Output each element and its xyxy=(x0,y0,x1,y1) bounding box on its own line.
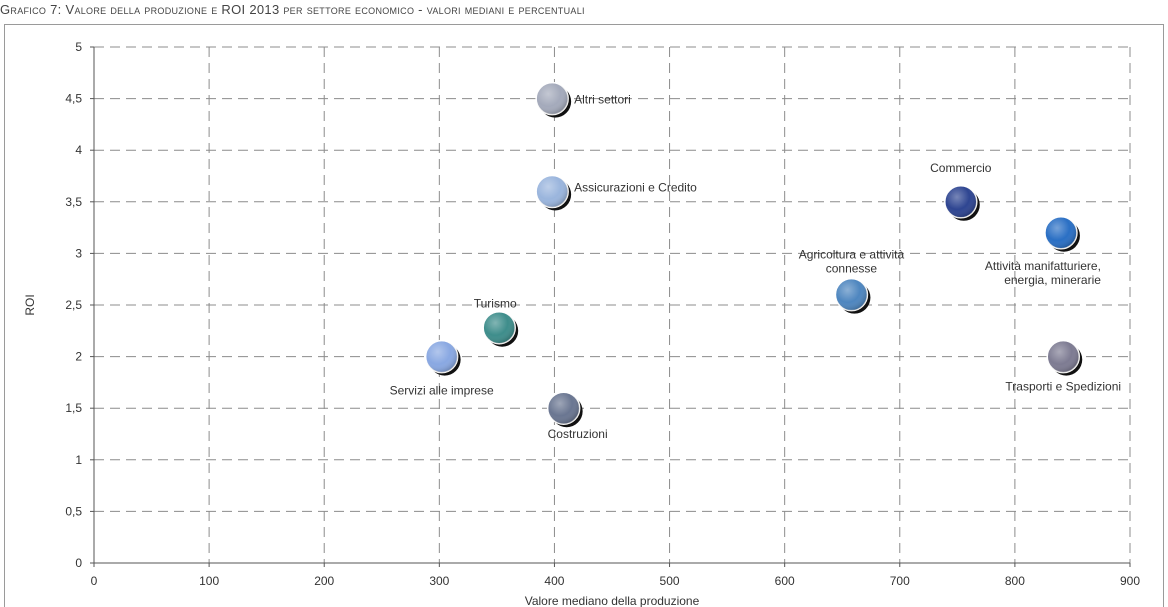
point-label-line: Costruzioni xyxy=(548,427,608,441)
y-tick-label: 2 xyxy=(75,350,82,364)
point-label: Turismo xyxy=(474,297,517,311)
point-label: Trasporti e Spedizioni xyxy=(1005,380,1121,394)
y-tick-label: 5 xyxy=(75,40,82,54)
point-label: Assicurazioni e Credito xyxy=(574,180,697,194)
x-axis-label: Valore mediano della produzione xyxy=(525,594,700,607)
data-point[interactable] xyxy=(546,391,583,428)
y-tick-label: 0 xyxy=(75,556,82,570)
point-highlight xyxy=(547,392,580,425)
y-tick-label: 1,5 xyxy=(65,401,82,415)
data-point[interactable] xyxy=(482,310,519,347)
chart-frame xyxy=(4,24,1164,607)
x-tick-label: 800 xyxy=(1005,574,1025,588)
point-highlight xyxy=(1047,340,1080,373)
point-label-line: Attività manifatturiere, xyxy=(985,259,1101,273)
axes xyxy=(90,46,1131,567)
x-tick-label: 700 xyxy=(890,574,910,588)
point-label-line: Altri settori xyxy=(574,93,631,107)
data-point[interactable] xyxy=(535,174,572,211)
y-tick-label: 4 xyxy=(75,143,82,157)
grid-lines xyxy=(94,46,1131,563)
point-labels: Altri settori Assicurazioni e Credito Comm… xyxy=(390,93,1121,442)
x-tick-label: 100 xyxy=(199,574,219,588)
x-tick-label: 300 xyxy=(429,574,449,588)
point-label-line: Assicurazioni e Credito xyxy=(574,180,697,194)
y-tick-label: 3,5 xyxy=(65,195,82,209)
y-tick-label: 0,5 xyxy=(65,504,82,518)
point-highlight xyxy=(536,82,569,115)
data-point[interactable] xyxy=(944,185,980,221)
point-highlight xyxy=(835,278,868,311)
point-label: Altri settori xyxy=(574,93,631,107)
point-label-line: connesse xyxy=(826,262,878,276)
data-point[interactable] xyxy=(535,81,572,118)
point-label-line: Agricoltura e attività xyxy=(799,248,905,262)
tick-labels: 0 0,5 1 1,5 2 2,5 3 3,5 4 4,5 5 0 100 200 300 400 500 600… xyxy=(65,40,1140,588)
x-tick-label: 500 xyxy=(660,574,680,588)
point-label: Attività manifatturiere, energia, minerar… xyxy=(985,259,1101,287)
point-label: Servizi alle imprese xyxy=(390,384,494,398)
x-tick-label: 900 xyxy=(1120,574,1140,588)
point-label-line: Turismo xyxy=(474,297,517,311)
x-tick-label: 400 xyxy=(544,574,564,588)
x-tick-label: 0 xyxy=(91,574,98,588)
point-highlight xyxy=(1044,216,1077,249)
data-point[interactable] xyxy=(1044,216,1080,252)
y-tick-label: 3 xyxy=(75,246,82,260)
point-label: Commercio xyxy=(930,161,992,175)
x-tick-label: 200 xyxy=(314,574,334,588)
data-point[interactable] xyxy=(1046,339,1083,376)
point-label: Costruzioni xyxy=(548,427,608,441)
point-highlight xyxy=(483,311,516,344)
data-point[interactable] xyxy=(424,339,461,376)
point-label-line: Commercio xyxy=(930,161,992,175)
point-highlight xyxy=(425,340,458,373)
y-tick-label: 2,5 xyxy=(65,298,82,312)
point-highlight xyxy=(944,185,977,218)
point-label-line: Trasporti e Spedizioni xyxy=(1005,380,1121,394)
data-points xyxy=(424,81,1083,428)
y-tick-label: 1 xyxy=(75,453,82,467)
point-highlight xyxy=(536,175,569,208)
chart-title: Grafico 7: Valore della produzione e ROI… xyxy=(0,2,585,17)
data-point[interactable] xyxy=(834,277,871,314)
y-axis-label: ROI xyxy=(23,294,37,315)
point-label-line: Servizi alle imprese xyxy=(390,384,494,398)
x-tick-label: 600 xyxy=(775,574,795,588)
point-label-line: energia, minerarie xyxy=(1004,273,1101,287)
y-tick-label: 4,5 xyxy=(65,92,82,106)
point-label: Agricoltura e attività connesse xyxy=(799,248,905,276)
